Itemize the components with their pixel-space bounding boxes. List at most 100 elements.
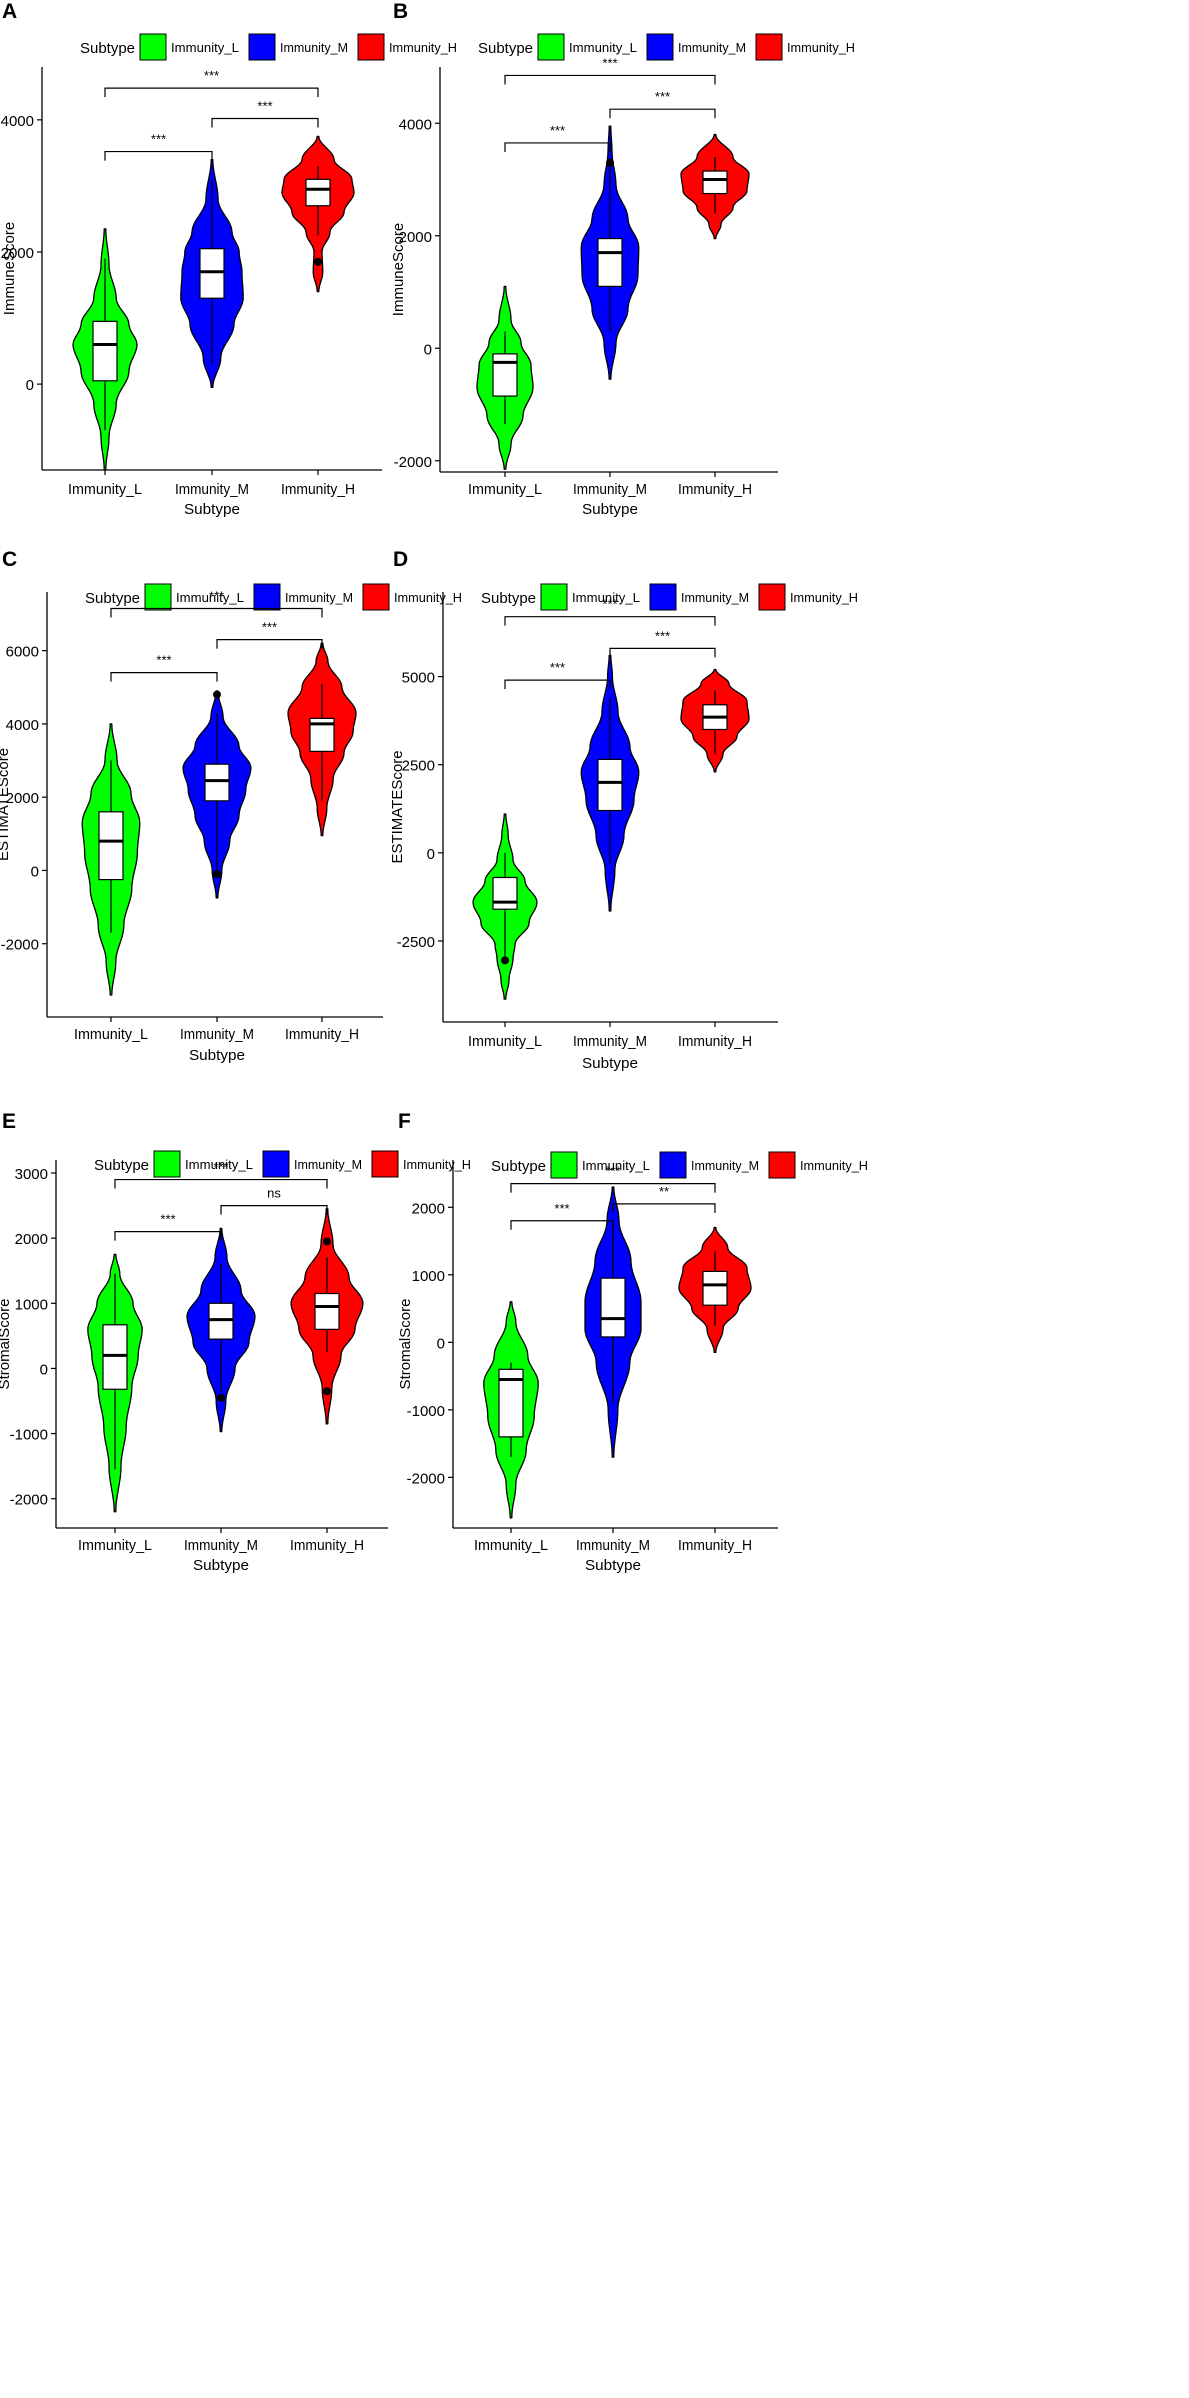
box-immunity-m bbox=[597, 237, 623, 287]
legend: Subtype Immunity_L Immunity_M Immunity_H bbox=[491, 1151, 868, 1179]
legend-swatch-immunity-h bbox=[755, 33, 783, 61]
legend: Subtype Immunity_L Immunity_M Immunity_H bbox=[85, 583, 462, 611]
significance-label: *** bbox=[655, 628, 670, 643]
legend-entry-immunity-l: Immunity_L bbox=[582, 1158, 650, 1173]
legend-swatch-immunity-h bbox=[362, 583, 390, 611]
legend-title: Subtype bbox=[80, 40, 135, 57]
significance-label: *** bbox=[605, 1164, 620, 1179]
x-axis-title: Subtype bbox=[189, 1047, 245, 1064]
outlier-point bbox=[501, 956, 509, 965]
x-tick-label: Immunity_L bbox=[68, 481, 142, 498]
legend-title: Subtype bbox=[478, 40, 533, 57]
legend-entry-immunity-m: Immunity_M bbox=[678, 40, 746, 55]
legend-swatch-immunity-m bbox=[262, 1150, 290, 1178]
legend: Subtype Immunity_L Immunity_M Immunity_H bbox=[94, 1150, 471, 1178]
box-immunity-m bbox=[600, 1277, 626, 1338]
y-tick-label: 6000 bbox=[6, 644, 39, 661]
box-immunity-l bbox=[98, 811, 124, 881]
significance-bracket bbox=[114, 1178, 328, 1189]
y-tick-label: 4000 bbox=[1, 113, 34, 130]
y-tick-label: -2000 bbox=[394, 454, 432, 471]
y-axis-title: ESTIMATEScore bbox=[389, 750, 406, 863]
x-tick-label: Immunity_M bbox=[180, 1026, 254, 1043]
y-tick-label: 1000 bbox=[15, 1296, 48, 1313]
legend-title: Subtype bbox=[491, 1158, 546, 1175]
x-tick-label: Immunity_L bbox=[474, 1537, 548, 1554]
x-axis-title: Subtype bbox=[193, 1557, 249, 1574]
legend-entry-immunity-m: Immunity_M bbox=[280, 40, 348, 55]
y-tick-label: 0 bbox=[424, 341, 432, 358]
panel-label: E bbox=[2, 1110, 16, 1133]
legend-swatch-immunity-m bbox=[253, 583, 281, 611]
significance-bracket bbox=[504, 679, 611, 690]
x-tick-label: Immunity_M bbox=[573, 1033, 647, 1050]
panel-c: C Subtype Immunity_L Immunity_M Immunity_H -2… bbox=[0, 548, 462, 1064]
panel-a: A Subtype Immunity_L Immunity_M Immunity_H 0 2… bbox=[1, 0, 457, 518]
y-tick-label: 1000 bbox=[412, 1268, 445, 1285]
legend-title: Subtype bbox=[85, 590, 140, 607]
significance-label: *** bbox=[262, 620, 277, 635]
outlier-point bbox=[323, 1237, 331, 1246]
y-tick-label: 2000 bbox=[6, 790, 39, 807]
significance-bracket bbox=[504, 74, 716, 85]
y-tick-label: -1000 bbox=[10, 1427, 48, 1444]
y-tick-label: -2000 bbox=[1, 937, 39, 954]
y-tick-label: 5000 bbox=[402, 670, 435, 687]
y-tick-label: 2000 bbox=[412, 1200, 445, 1217]
x-axis-title: Subtype bbox=[582, 501, 638, 518]
significance-bracket bbox=[220, 1204, 328, 1215]
panel-b: B Subtype Immunity_L Immunity_M Immunity_H -2… bbox=[390, 0, 855, 518]
box-immunity-m bbox=[597, 758, 623, 812]
legend-swatch-immunity-l bbox=[144, 583, 172, 611]
legend-title: Subtype bbox=[94, 1157, 149, 1174]
legend: Subtype Immunity_L Immunity_M Immunity_H bbox=[478, 33, 855, 61]
panel-label: F bbox=[398, 1110, 411, 1133]
y-tick-label: 2500 bbox=[402, 758, 435, 775]
significance-bracket bbox=[609, 647, 716, 658]
significance-label: *** bbox=[156, 653, 171, 668]
outlier-point bbox=[606, 158, 614, 167]
legend-swatch-immunity-m bbox=[646, 33, 674, 61]
significance-bracket bbox=[114, 1231, 222, 1241]
box-immunity-m bbox=[204, 763, 230, 802]
outlier-point bbox=[213, 690, 221, 699]
legend-entry-immunity-m: Immunity_M bbox=[681, 590, 749, 605]
y-axis-title: ImmuneScore bbox=[390, 223, 407, 316]
x-tick-label: Immunity_M bbox=[184, 1537, 258, 1554]
panel-e: E Subtype Immunity_L Immunity_M Immunity_H -2… bbox=[0, 1110, 471, 1574]
outlier-point bbox=[213, 870, 221, 879]
box-immunity-l bbox=[102, 1324, 128, 1390]
y-tick-label: 0 bbox=[31, 863, 39, 880]
significance-label: *** bbox=[204, 68, 219, 83]
x-tick-label: Immunity_H bbox=[281, 481, 355, 498]
box-immunity-h bbox=[702, 170, 728, 195]
legend-swatch-immunity-m bbox=[248, 33, 276, 61]
panel-f: F Subtype Immunity_L Immunity_M Immunity_H -2… bbox=[397, 1110, 868, 1574]
outlier-point bbox=[323, 1387, 331, 1396]
legend: Subtype Immunity_L Immunity_M Immunity_H bbox=[481, 583, 858, 611]
y-axis-title: ImmuneScore bbox=[1, 222, 18, 315]
significance-label: ns bbox=[267, 1186, 281, 1201]
x-tick-label: Immunity_H bbox=[678, 1033, 752, 1050]
x-tick-label: Immunity_L bbox=[468, 1033, 542, 1050]
y-tick-label: 2000 bbox=[15, 1231, 48, 1248]
significance-label: *** bbox=[151, 132, 166, 147]
y-tick-label: 0 bbox=[427, 846, 435, 863]
legend-title: Subtype bbox=[481, 590, 536, 607]
legend-entry-immunity-l: Immunity_L bbox=[569, 40, 637, 55]
y-tick-label: 0 bbox=[437, 1335, 445, 1352]
legend-swatch-immunity-l bbox=[153, 1150, 181, 1178]
box-immunity-l bbox=[492, 876, 518, 910]
legend-entry-immunity-l: Immunity_L bbox=[176, 590, 244, 605]
significance-bracket bbox=[216, 639, 323, 649]
y-tick-label: -1000 bbox=[407, 1403, 445, 1420]
y-tick-label: 3000 bbox=[15, 1166, 48, 1183]
x-tick-label: Immunity_L bbox=[74, 1026, 148, 1043]
legend-entry-immunity-l: Immunity_L bbox=[171, 40, 239, 55]
x-tick-label: Immunity_M bbox=[576, 1537, 650, 1554]
y-tick-label: 2000 bbox=[1, 245, 34, 262]
legend-swatch-immunity-h bbox=[357, 33, 385, 61]
x-tick-label: Immunity_H bbox=[678, 1537, 752, 1554]
x-axis-title: Subtype bbox=[585, 1557, 641, 1574]
